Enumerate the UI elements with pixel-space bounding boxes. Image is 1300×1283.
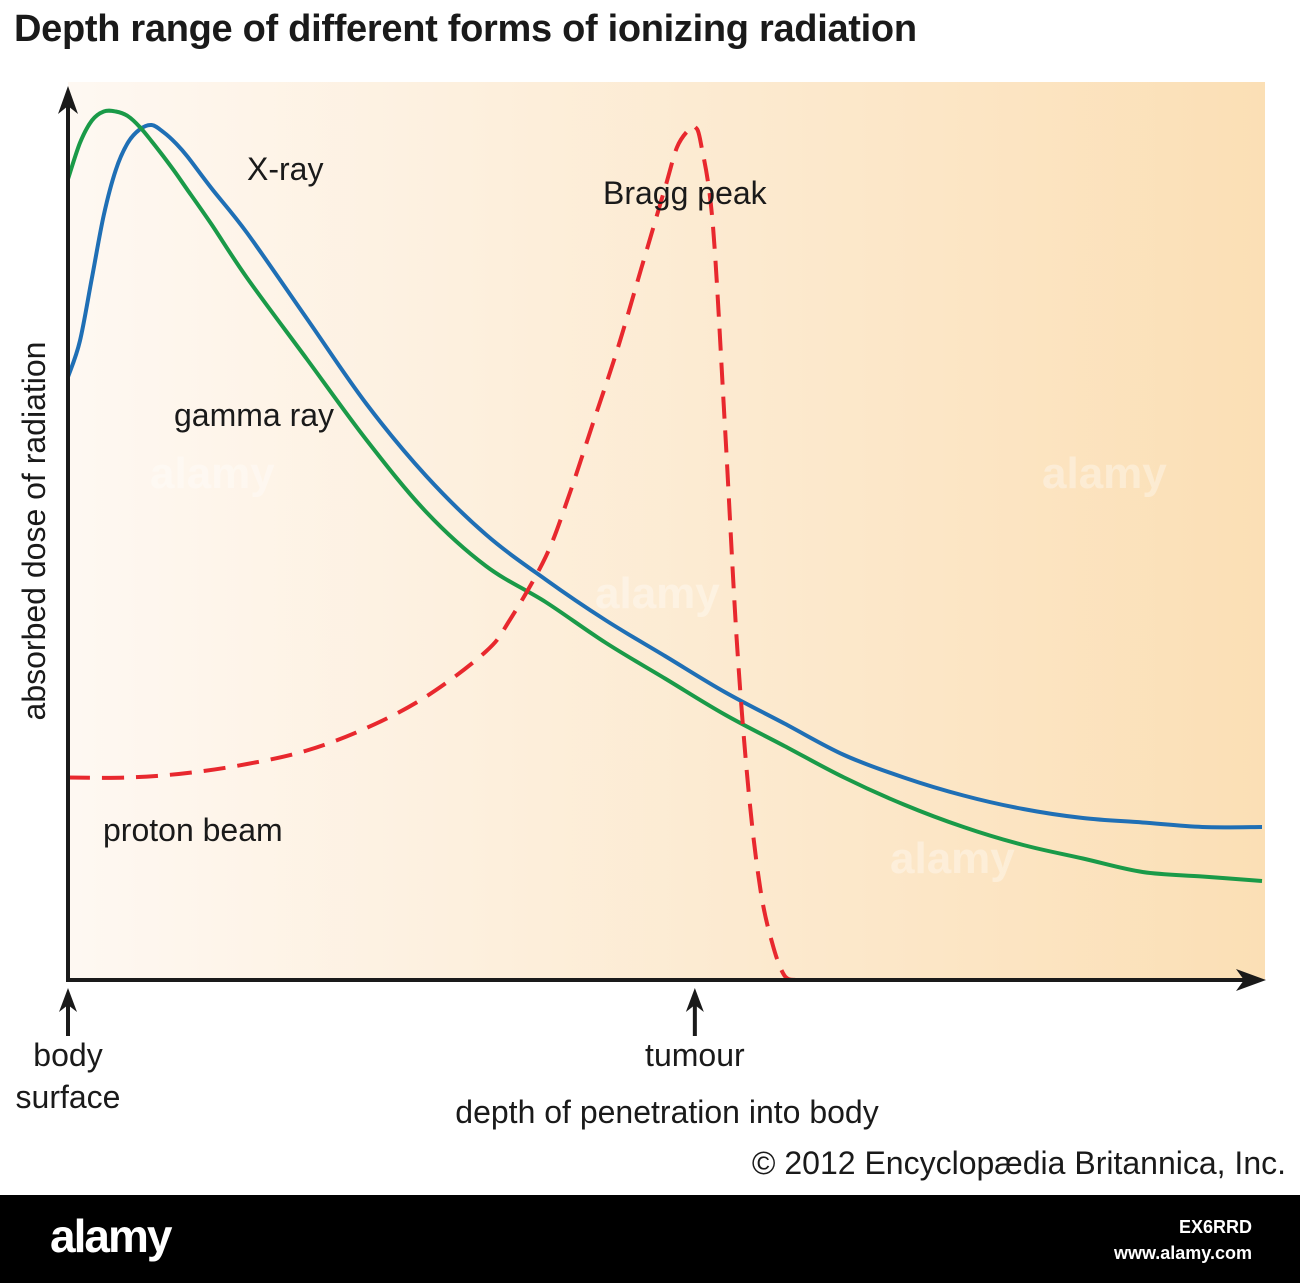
y-axis-label: absorbed dose of radiation (16, 342, 52, 721)
series-line-gamma-ray (66, 108, 1263, 883)
annotation-x-ray: X-ray (247, 151, 323, 187)
watermark-text: alamy (150, 449, 275, 498)
y-axis-arrowhead (58, 86, 78, 114)
site-url: www.alamy.com (1113, 1243, 1252, 1263)
axis-marker-layer: body surface tumour (16, 988, 745, 1115)
watermark-text: alamy (595, 569, 720, 618)
series-line-x-ray (66, 122, 1263, 830)
image-id: EX6RRD (1178, 1217, 1252, 1237)
marker-label: tumour (645, 1037, 745, 1073)
alamy-logo: alamy (50, 1210, 172, 1262)
marker-arrowhead (59, 988, 77, 1012)
watermark-text: alamy (1042, 449, 1167, 498)
marker-arrowhead (685, 988, 704, 1012)
depth-dose-chart: alamy alamy alamy alamy body surface tumou… (16, 82, 1266, 1130)
copyright-notice: © 2012 Encyclopædia Britannica, Inc. (751, 1145, 1286, 1181)
x-axis-label: depth of penetration into body (455, 1094, 878, 1130)
marker-label: body (33, 1037, 102, 1073)
series-layer (66, 108, 1263, 982)
annotation-proton-beam: proton beam (103, 812, 283, 848)
series-line-proton-beam (67, 123, 797, 982)
chart-title: Depth range of different forms of ionizi… (14, 8, 917, 50)
watermark-layer: alamy alamy alamy alamy (150, 449, 1167, 883)
annotation-bragg-peak: Bragg peak (603, 175, 768, 211)
annotation-gamma-ray: gamma ray (174, 397, 334, 433)
watermark-text: alamy (890, 834, 1015, 883)
x-axis-arrowhead (1236, 969, 1266, 991)
plot-background (68, 82, 1265, 980)
axis-marker-body-surface: body surface (16, 988, 121, 1115)
axis-marker-tumour: tumour (645, 988, 745, 1073)
stock-footer-bar: alamy EX6RRD www.alamy.com (0, 1195, 1300, 1283)
marker-label: surface (16, 1079, 121, 1115)
